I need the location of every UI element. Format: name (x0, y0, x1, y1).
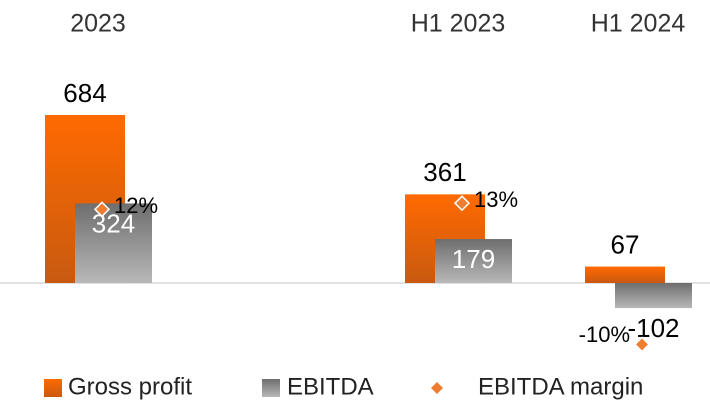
category-label: H1 2024 (591, 10, 686, 38)
legend-label: Gross profit (68, 373, 192, 400)
category-label: H1 2023 (411, 10, 506, 38)
legend-label: EBITDA (287, 373, 374, 400)
margin-marker (453, 195, 471, 212)
bar (585, 266, 665, 284)
margin-label: 12% (114, 193, 158, 218)
data-label: 361 (423, 157, 466, 187)
data-label: -102 (627, 313, 679, 343)
margin-label: 13% (474, 187, 518, 212)
bar (615, 283, 692, 309)
legend-swatch (262, 379, 280, 397)
data-label: 179 (452, 244, 495, 274)
margin-marker (93, 201, 111, 218)
legend-swatch (431, 382, 443, 394)
margin-marker (633, 336, 651, 353)
margin-label: -10% (579, 322, 630, 347)
data-label: 684 (63, 78, 106, 108)
data-label: 67 (611, 229, 640, 259)
legend-swatch (44, 379, 62, 397)
bar (75, 203, 152, 284)
bar (435, 239, 512, 284)
category-label: 2023 (70, 10, 126, 38)
legend-label: EBITDA margin (478, 373, 643, 400)
